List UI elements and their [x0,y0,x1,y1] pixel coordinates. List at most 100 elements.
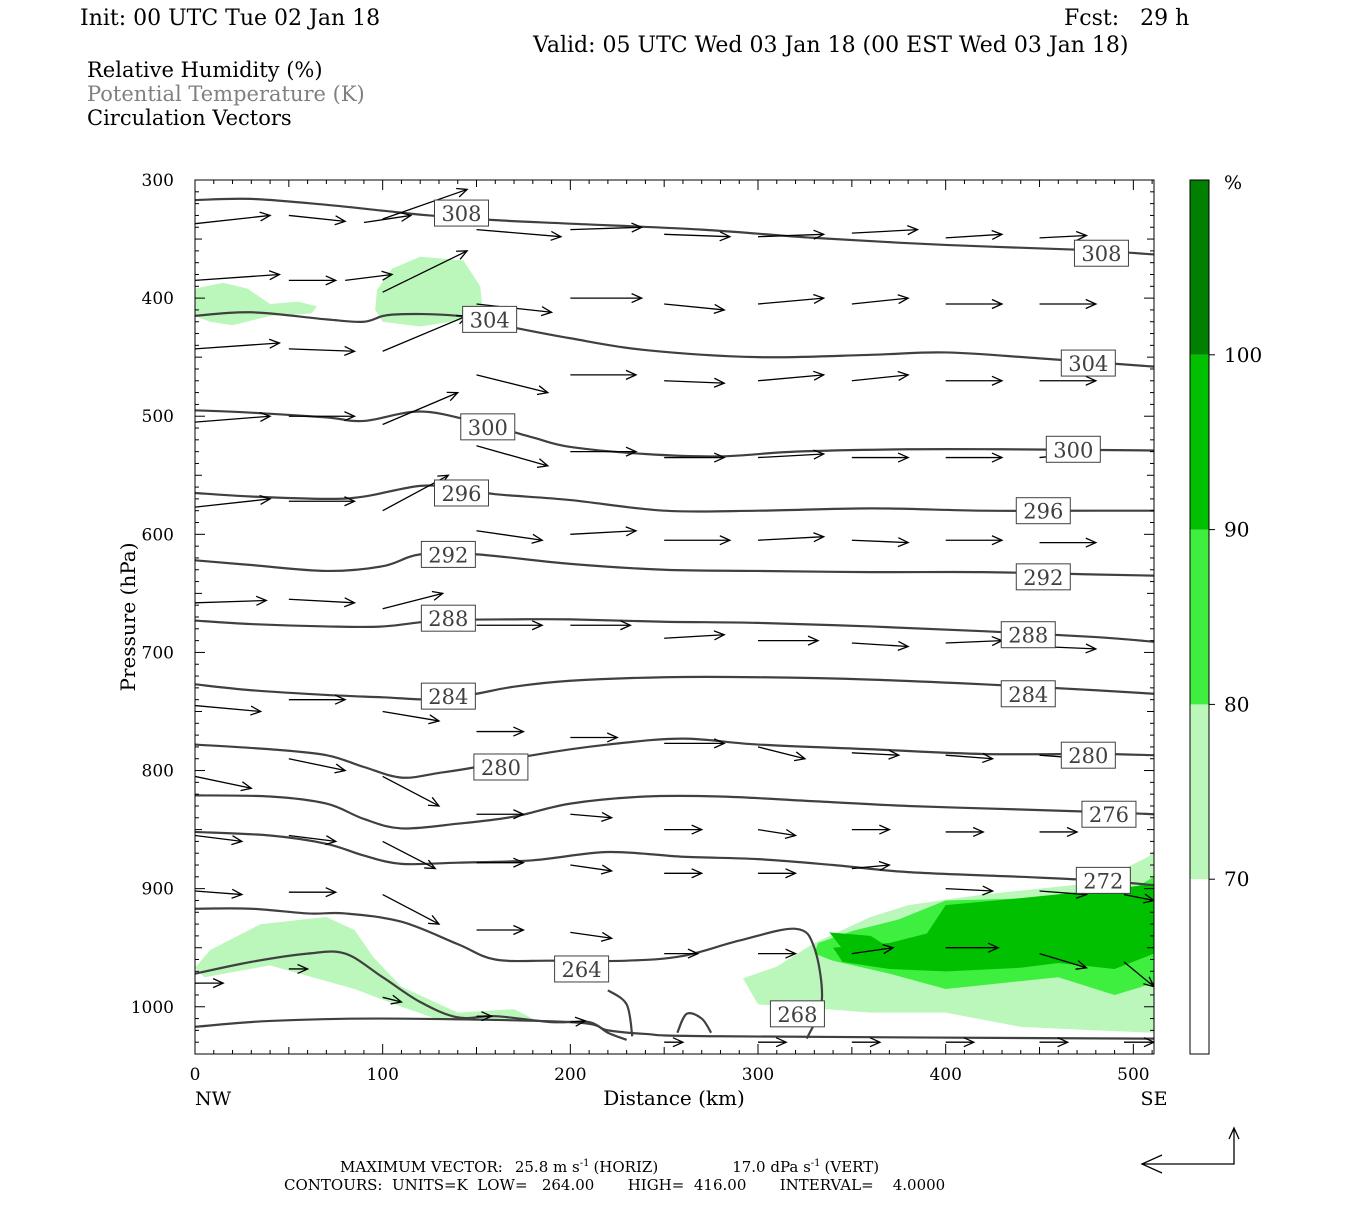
theta-label-text: 268 [777,1003,817,1027]
circulation-vector [195,411,272,423]
theta-label-308: 308 [1073,239,1129,267]
plot-area: 308 308 304 304 300 300 296 296 292 292 288 288 284 2… [131,171,1155,1085]
circulation-vector [195,888,244,899]
circulation-vector [851,294,910,305]
theta-label-272: 272 [1075,866,1131,894]
circulation-vector [945,1037,976,1048]
theta-contour-276 [195,794,1154,830]
theta-label-text: 308 [1081,242,1121,266]
theta-contour-268 [195,907,824,1040]
circulation-vector [851,640,910,651]
circulation-vector [664,868,704,879]
circulation-vector [288,345,357,356]
circulation-vector [570,293,644,304]
endpoint-right: SE [1141,1088,1168,1110]
circulation-vector [195,270,282,282]
circulation-vector [345,270,394,282]
theta-contour-272 [195,830,1154,887]
circulation-vector [476,445,550,469]
circulation-vector [476,374,550,396]
circulation-vector [1123,1037,1154,1048]
theta-label-296: 296 [433,479,489,507]
theta-label-text: 280 [1068,744,1108,768]
rh-region-90 [833,883,1154,972]
circulation-vector [851,824,891,835]
max-vector-vert-tag: (VERT) [825,1158,880,1176]
circulation-vector [382,590,445,610]
circulation-vector [195,494,272,508]
theta-label-text: 280 [481,756,521,780]
circulation-vector [757,746,807,762]
theta-label-304: 304 [1060,349,1116,377]
max-vector-horiz-sup: -1 [580,1158,590,1169]
theta-label-292: 292 [420,540,476,568]
theta-contour-284 [195,675,1154,701]
rh-region-90 [829,932,890,949]
circulation-vector [288,694,347,705]
circulation-vector [476,620,544,631]
circulation-vector [476,726,526,737]
circulation-vector [851,1037,882,1048]
max-vector-horiz-tag: (HORIZ) [593,1158,658,1176]
circulation-vector [945,229,1004,241]
circulation-vector [851,370,910,382]
circulation-vector [195,704,263,716]
colorbar-tick-label: 90 [1224,518,1249,542]
colorbar: 70 80 90 100 [1189,179,1262,1055]
circulation-vector [758,948,798,959]
theta-label-296: 296 [1015,497,1071,525]
circulation-vector [195,211,272,225]
circulation-vector [288,275,338,286]
theta-label-300: 300 [460,413,516,441]
y-tick-label: 1000 [131,998,174,1018]
x-tick-label: 500 [1117,1065,1149,1085]
colorbar-segment [1190,180,1209,355]
init-time: Init: 00 UTC Tue 02 Jan 18 [80,6,380,31]
circulation-vector [288,963,310,975]
circulation-vector [570,446,638,457]
circulation-vector [288,758,347,774]
theta-label-text: 304 [1068,352,1108,376]
circulation-vector [664,1037,685,1048]
circulation-vector [195,834,244,846]
circulation-vector [570,620,632,631]
theta-label-292: 292 [1015,563,1071,591]
circulation-vector [195,978,225,989]
circulation-vector [570,811,614,823]
circulation-vector [757,370,826,382]
circulation-vector [476,809,526,820]
circulation-vector [195,338,282,350]
theta-label-text: 272 [1083,869,1123,893]
circulation-vector [382,391,460,426]
circulation-vector [851,860,891,872]
circulation-vector [945,942,1000,953]
circulation-vector [1039,375,1098,386]
circulation-vector [664,452,726,463]
max-vector-horiz: 25.8 m s [515,1158,580,1176]
reference-vector-icon [1140,1126,1240,1174]
colorbar-tick-label: 80 [1224,692,1249,716]
circulation-vector [382,893,441,925]
circulation-vector [476,1011,494,1022]
circulation-vector [570,732,619,743]
circulation-vector [570,526,638,537]
circulation-vector [288,887,338,898]
circulation-vector [664,948,700,959]
theta-label-284: 284 [420,682,476,710]
circulation-vector [1039,952,1088,970]
y-tick-label: 500 [142,407,174,427]
circulation-vector [195,595,268,606]
circulation-vector [1039,537,1098,548]
circulation-vector [195,775,253,792]
theta-label-text: 276 [1089,803,1129,827]
rh-region-70 [195,916,533,1021]
theta-contour-280 [195,737,1154,779]
forecast-hour: Fcst: 29 h [1064,6,1189,31]
circulation-vector [851,537,910,548]
theta-contour-292 [195,551,1154,577]
x-tick-label: 300 [742,1065,774,1085]
theta-label-284: 284 [1000,680,1056,708]
circulation-vector [945,298,1004,310]
x-tick-label: 0 [190,1065,201,1085]
circulation-vector [382,994,403,1005]
